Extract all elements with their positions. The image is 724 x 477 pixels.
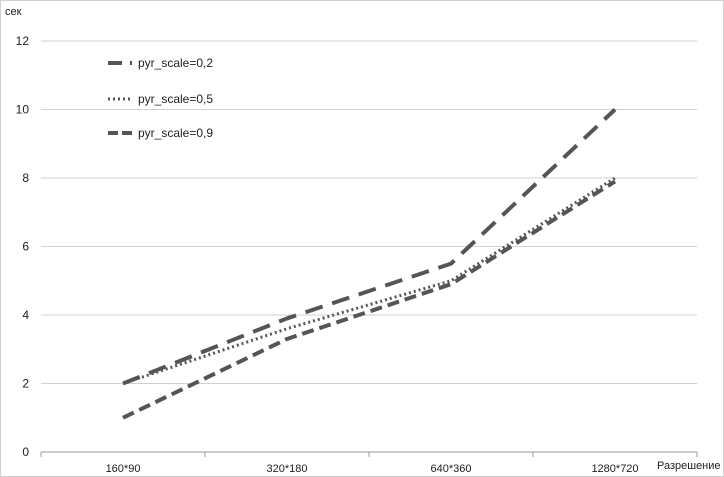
legend-label: pyr_scale=0,5: [138, 92, 213, 106]
series-line-3: [122, 179, 617, 420]
y-tick-label: 0: [22, 445, 29, 459]
grid-lines: [41, 40, 697, 384]
y-tick-label: 10: [16, 103, 30, 117]
x-tick-label: 1280*720: [591, 463, 638, 475]
legend-label: pyr_scale=0,2: [138, 56, 213, 70]
x-tick-label: 640*360: [431, 463, 472, 475]
x-tick-label: 160*90: [106, 463, 141, 475]
y-tick-label: 12: [16, 34, 30, 48]
y-tick-label: 2: [22, 377, 29, 391]
legend-label: pyr_scale=0,9: [138, 126, 213, 140]
y-tick-label: 8: [22, 171, 29, 185]
series-line-2: [122, 176, 616, 385]
y-axis-title: сек: [5, 6, 22, 18]
axes: 0 2 4 6 8 10 12 160*90 320*180 640*360 1280*720: [16, 34, 698, 475]
x-tick-label: 320*180: [267, 463, 308, 475]
legend: pyr_scale=0,2 pyr_scale=0,5 pyr_scale=0,9: [108, 56, 213, 140]
y-tick-label: 4: [22, 308, 29, 322]
y-tick-label: 6: [22, 240, 29, 254]
series-line-1: [122, 108, 617, 386]
series-lines: [122, 108, 617, 420]
x-axis-title: Разрешение: [657, 460, 721, 472]
